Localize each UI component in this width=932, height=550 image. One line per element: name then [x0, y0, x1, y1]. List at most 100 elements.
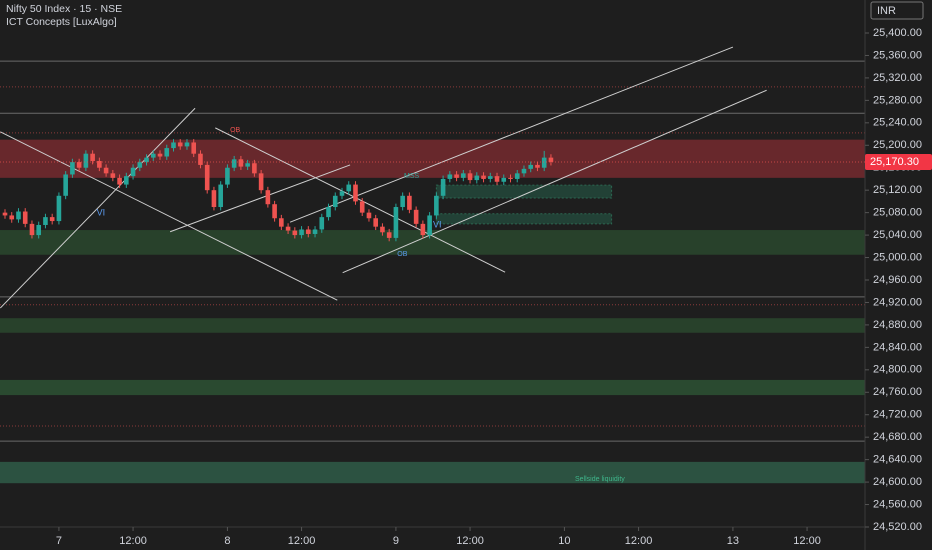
x-tick-label: 8 [224, 535, 230, 547]
candle-body [501, 177, 507, 182]
annotation: OB [230, 127, 240, 134]
plot-area: Sellside liquidity OB VI VI MSS OB [0, 46, 865, 484]
candle-body [467, 173, 473, 181]
candle-body [299, 229, 304, 236]
candle-body [528, 164, 534, 169]
candle-body [130, 167, 136, 177]
y-tick-label: 24,760.00 [873, 386, 922, 398]
x-tick-label: 12:00 [288, 535, 316, 547]
candle-body [211, 190, 217, 208]
last-price-box [865, 153, 932, 170]
candle-body [407, 195, 412, 210]
y-tick-label: 24,840.00 [873, 341, 922, 353]
candle-body [238, 159, 244, 167]
candle-body [204, 164, 210, 191]
y-tick-label: 25,000.00 [873, 251, 922, 263]
y-tick-label: 24,560.00 [873, 498, 922, 510]
annotation: MSS [404, 173, 420, 180]
candle-body [434, 195, 439, 216]
candle-body [319, 217, 325, 230]
zone [435, 213, 613, 225]
x-tick-label: 12:00 [793, 535, 821, 547]
candle-body [245, 163, 250, 167]
y-tick-label: 25,400.00 [873, 27, 922, 39]
candle-body [339, 191, 345, 196]
indicator-name: ICT Concepts [LuxAlgo] [6, 16, 117, 28]
last-price-label: 25,170.30 [870, 156, 919, 168]
annotation: VI [433, 219, 442, 229]
trend-line [215, 127, 506, 273]
candle-body [413, 209, 419, 224]
candle-body [312, 229, 318, 234]
candle-body [521, 168, 527, 174]
x-tick-label: 12:00 [625, 535, 653, 547]
candle-body [231, 159, 237, 168]
candle-body [279, 218, 284, 227]
candle-body [198, 153, 203, 165]
x-tick-label: 12:00 [119, 535, 147, 547]
y-tick-label: 25,320.00 [873, 72, 922, 84]
candle-body [150, 153, 156, 158]
candle-body [447, 174, 453, 179]
candle-body [535, 164, 540, 168]
zone-label: Sellside liquidity [575, 476, 625, 483]
candle-body [124, 176, 129, 185]
y-tick-label: 24,640.00 [873, 454, 922, 466]
y-tick-label: 24,920.00 [873, 296, 922, 308]
currency-box[interactable] [870, 1, 924, 20]
candle-body [144, 157, 149, 163]
y-tick-label: 24,880.00 [873, 319, 922, 331]
candle-body [76, 162, 82, 168]
y-tick-label: 24,680.00 [873, 431, 922, 443]
candle-body [63, 174, 68, 196]
candle-body [43, 217, 48, 225]
candle-body [440, 178, 446, 196]
x-tick-label: 12:00 [456, 535, 484, 547]
candle-body [454, 174, 459, 178]
candle-body [164, 148, 170, 157]
candle-body [117, 177, 122, 185]
candle-body [70, 162, 75, 175]
candle-body [346, 184, 352, 192]
y-tick-label: 25,360.00 [873, 49, 922, 61]
candle-body [420, 223, 426, 236]
y-tick-label: 25,080.00 [873, 207, 922, 219]
candle-body [393, 207, 399, 238]
candle-body [110, 173, 116, 178]
candle-body [29, 223, 35, 236]
candle-body [103, 167, 109, 174]
candle-body [326, 207, 331, 218]
candle-body [177, 142, 183, 147]
candle-body [380, 226, 385, 233]
candle-body [157, 153, 163, 157]
candle-body [137, 162, 143, 168]
candle-body [56, 195, 62, 222]
candle-body [22, 211, 28, 224]
candle-body [353, 184, 358, 202]
y-tick-label: 25,040.00 [873, 229, 922, 241]
candle-body [332, 195, 338, 208]
y-tick-label: 25,120.00 [873, 184, 922, 196]
annotation: VI [97, 208, 106, 218]
zone [0, 461, 865, 484]
trend-line [0, 131, 338, 301]
candle-body [36, 224, 41, 236]
x-tick-label: 7 [56, 535, 62, 547]
trend-line [342, 89, 767, 274]
zone [435, 184, 613, 199]
y-tick-label: 25,200.00 [873, 139, 922, 151]
candle-body [9, 215, 15, 220]
candle-body [83, 153, 89, 168]
candle-body [306, 229, 311, 234]
candle-body [16, 211, 21, 220]
chart-title: Nifty 50 Index · 15 · NSE [6, 3, 122, 15]
currency[interactable]: INR [877, 5, 896, 17]
x-tick-label: 10 [558, 535, 570, 547]
candle-body [487, 176, 493, 179]
candle-body [373, 218, 378, 227]
candle-body [386, 232, 392, 238]
candle-body [541, 157, 547, 168]
y-tick-label: 25,280.00 [873, 94, 922, 106]
candle-body [427, 215, 432, 236]
candle-body [265, 190, 271, 205]
